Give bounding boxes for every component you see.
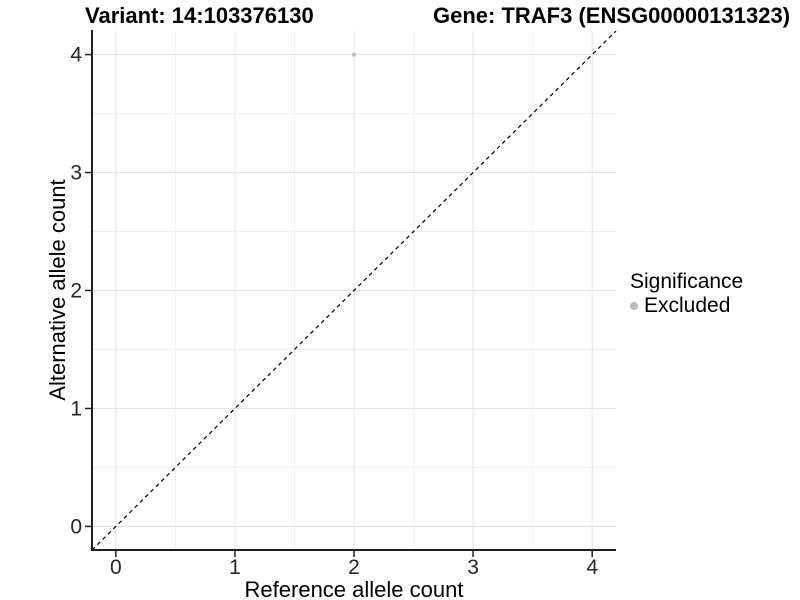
y-axis-title: Alternative allele count <box>45 179 70 401</box>
y-tick-label: 0 <box>70 515 82 538</box>
legend: Significance Excluded <box>630 270 743 318</box>
x-tick-label: 3 <box>467 556 479 579</box>
identity-line <box>91 30 617 551</box>
x-tick-label: 0 <box>110 556 122 579</box>
y-tick-label: 1 <box>70 397 82 420</box>
x-tick-label: 2 <box>348 556 360 579</box>
y-tick-label: 2 <box>70 280 82 303</box>
legend-item-excluded: Excluded <box>630 294 743 318</box>
x-axis-title: Reference allele count <box>244 577 464 600</box>
y-tick-label: 4 <box>70 44 82 67</box>
plot-title-gene: Gene: TRAF3 (ENSG00000131323) <box>433 3 791 28</box>
data-point <box>351 52 357 57</box>
plot-title-variant: Variant: 14:103376130 <box>85 3 314 28</box>
x-tick-label: 1 <box>229 556 241 579</box>
legend-title: Significance <box>630 270 744 293</box>
x-tick-label: 4 <box>586 556 598 579</box>
legend-point-icon <box>630 302 638 310</box>
y-tick-label: 3 <box>70 162 82 185</box>
legend-item-label: Excluded <box>644 294 731 317</box>
